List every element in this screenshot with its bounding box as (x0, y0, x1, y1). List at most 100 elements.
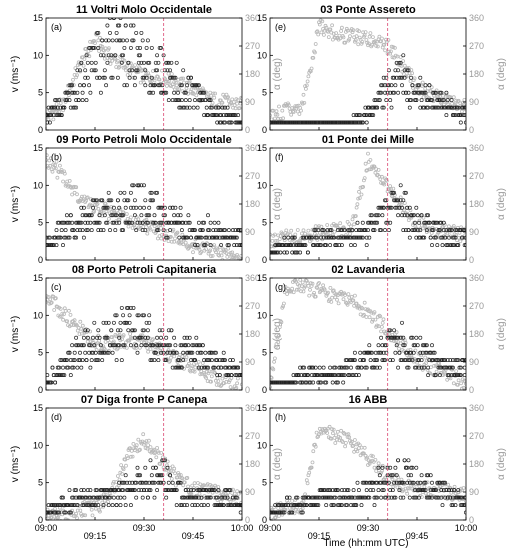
speed-marker (435, 480, 440, 485)
speed-marker (449, 243, 454, 248)
speed-marker (428, 350, 433, 355)
direction-marker (238, 101, 242, 106)
speed-marker (226, 373, 231, 378)
direction-marker (68, 312, 73, 317)
speed-marker (117, 220, 122, 225)
y-right-tick-label: 0 (469, 255, 474, 265)
speed-marker (342, 228, 347, 233)
direction-marker (125, 456, 130, 461)
speed-marker (298, 243, 303, 248)
direction-marker (202, 372, 207, 377)
speed-marker (122, 495, 127, 500)
speed-marker (71, 495, 76, 500)
speed-marker (345, 488, 350, 493)
speed-marker (148, 198, 153, 203)
y-right-tick-label: 90 (245, 487, 255, 497)
speed-marker (372, 220, 377, 225)
speed-marker (75, 68, 80, 73)
direction-marker (359, 41, 364, 46)
speed-marker (381, 488, 386, 493)
speed-marker (423, 83, 428, 88)
speed-marker (371, 228, 376, 233)
speed-marker (46, 380, 51, 385)
speed-marker (159, 335, 163, 340)
speed-marker (72, 105, 77, 110)
speed-marker (413, 488, 417, 493)
direction-marker (169, 239, 174, 244)
speed-marker (298, 120, 303, 125)
speed-marker (360, 480, 365, 485)
speed-marker (270, 120, 272, 125)
speed-marker (366, 495, 370, 500)
speed-marker (313, 495, 318, 500)
speed-marker (185, 503, 190, 508)
speed-marker (337, 235, 342, 240)
direction-marker (230, 97, 235, 102)
speed-marker (226, 243, 231, 248)
speed-marker (454, 358, 459, 363)
direction-marker (130, 336, 135, 341)
y-right-tick-label: 270 (469, 171, 484, 181)
speed-marker (345, 365, 350, 370)
speed-marker (127, 480, 132, 485)
direction-marker (58, 163, 62, 168)
speed-marker (203, 98, 208, 103)
direction-marker (313, 42, 318, 46)
speed-marker (96, 220, 101, 225)
speed-marker (215, 358, 220, 363)
y-right-tick-label: 360 (245, 143, 260, 153)
speed-marker (303, 120, 308, 125)
speed-marker (281, 120, 286, 125)
speed-marker (50, 243, 55, 248)
speed-marker (92, 45, 97, 50)
speed-marker (320, 228, 325, 233)
speed-marker (313, 120, 318, 125)
speed-marker (352, 243, 357, 248)
speed-marker (71, 228, 76, 233)
speed-marker (359, 228, 364, 233)
speed-marker (47, 235, 52, 240)
speed-marker (117, 343, 122, 348)
speed-marker (125, 198, 129, 203)
direction-marker (368, 31, 373, 35)
direction-marker (108, 343, 113, 348)
speed-marker (102, 75, 107, 80)
speed-marker (277, 380, 282, 385)
speed-marker (67, 350, 72, 355)
direction-marker (239, 261, 242, 264)
speed-marker (453, 113, 458, 118)
direction-marker (463, 379, 466, 384)
speed-marker (355, 220, 360, 225)
speed-marker (274, 120, 279, 125)
speed-marker (418, 228, 423, 233)
direction-marker (216, 379, 221, 384)
speed-marker (304, 380, 309, 385)
direction-marker (406, 486, 410, 491)
speed-marker (352, 503, 357, 508)
speed-marker (172, 213, 177, 218)
speed-marker (199, 350, 204, 355)
direction-marker (144, 71, 149, 76)
speed-marker (79, 365, 84, 370)
speed-marker (80, 495, 85, 500)
direction-marker (215, 247, 220, 252)
speed-marker (203, 488, 208, 493)
speed-marker (398, 358, 403, 363)
direction-marker (121, 467, 126, 472)
speed-marker (102, 205, 107, 210)
direction-marker (182, 480, 187, 485)
direction-marker (176, 471, 181, 475)
y-right-tick-label: 0 (245, 515, 250, 525)
speed-marker (461, 503, 466, 508)
speed-marker (392, 90, 397, 95)
direction-marker (334, 31, 339, 35)
speed-marker (136, 183, 141, 188)
speed-marker (55, 235, 60, 240)
direction-marker (422, 484, 427, 489)
direction-marker (445, 231, 450, 236)
speed-marker (139, 60, 144, 65)
speed-marker (140, 75, 145, 80)
speed-marker (159, 205, 163, 210)
speed-marker (212, 365, 217, 370)
speed-marker (95, 488, 99, 493)
